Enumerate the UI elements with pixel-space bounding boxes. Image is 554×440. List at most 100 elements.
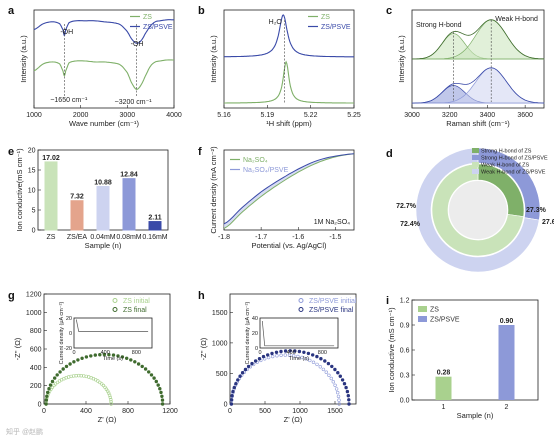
x-axis-label: Wave number (cm⁻¹) [69, 119, 139, 128]
annotation-oh-2: -OH [131, 41, 144, 48]
envelope-line [412, 67, 544, 104]
data-point-ZS-final [120, 355, 125, 359]
bar-value-label: 17.02 [42, 155, 60, 162]
data-point-ZS-PSVE-final [293, 349, 297, 353]
y-axis-label: Ion conductive(mS cm⁻¹) [15, 148, 24, 232]
data-point-ZS-initial [52, 383, 56, 388]
panel-i: i 0.0 0.3 0.6 0.9 1.2 Ion conductive (mS cm⁻¹)… [386, 295, 539, 420]
y-axis-label: Intensity (a.u.) [209, 35, 218, 83]
data-point-ZS-initial [109, 402, 113, 406]
panel-label: a [8, 5, 15, 17]
panel-h: h 0 500 1000 1500 0 500 1000 1500 Z' (Ω) -Z'' (Ω) Z… [198, 290, 357, 424]
x-tick-label: -1.5 [329, 234, 341, 241]
data-point-ZS-final [84, 355, 89, 359]
data-point-ZS-PSVE-final [302, 350, 306, 354]
ring-slice-ZS-1 [431, 163, 524, 257]
y-tick-label: 20 [28, 148, 36, 155]
data-point-ZS-final [102, 352, 107, 357]
bar-sample-2 [498, 325, 515, 400]
y-tick-label: 800 [30, 328, 42, 335]
data-point-ZS-PSVE-final [232, 385, 237, 390]
legend-swatch [472, 155, 479, 160]
x-axis-label: Potential (vs. Ag/AgCl) [251, 241, 327, 250]
y-tick-label: 500 [216, 371, 228, 378]
x-tick-label: -1.6 [292, 234, 304, 241]
inset-x-tick: 400 [287, 350, 296, 356]
area-ZS/PSVE weak H-bond [412, 67, 545, 104]
inset-x-tick: 400 [101, 350, 110, 356]
y-tick-label: 1500 [212, 310, 228, 317]
legend-entry: Weak H-bond of ZS [481, 163, 530, 169]
data-point-ZS-initial [108, 395, 113, 400]
legend-entry: Strong H-bond of ZS/PSVE [481, 156, 548, 162]
data-point-ZS-final [140, 364, 144, 369]
x-tick-label: -1.7 [255, 234, 267, 241]
data-point-ZS-PSVE-final [261, 354, 266, 359]
legend-marker [298, 307, 304, 312]
panel-b: b 5.16 5.19 5.22 5.25 ¹H shift (ppm) Intensity… [198, 5, 361, 128]
series-line-ZS/PSVE [33, 19, 174, 44]
y-tick-label: 1.2 [400, 298, 410, 305]
bar-value-label: 2.11 [148, 215, 161, 222]
bar-value-label: 10.88 [94, 179, 112, 186]
panel-e: e 0 5 10 15 20 Ion conductive(mS cm⁻¹) Sample (… [8, 146, 169, 250]
x-axis-label: Sample (n) [457, 411, 494, 420]
data-point-ZS-PSVE-initial [287, 353, 292, 357]
legend-entry: ZS final [123, 307, 147, 314]
legend-entry: ZS/PSVE [143, 24, 173, 31]
bar-0.04mM [96, 185, 110, 231]
bar-value-label: 0.90 [500, 318, 514, 325]
panel-c: c 3000 3200 3400 3600 Raman shift (cm⁻¹) Inten… [386, 5, 545, 128]
data-point-ZS-PSVE-initial [308, 358, 312, 363]
data-point-ZS-PSVE-initial [292, 354, 296, 358]
data-point-ZS-PSVE-initial [331, 380, 335, 384]
x-axis-label: Sample (n) [85, 241, 122, 250]
data-point-ZS-PSVE-final [326, 361, 331, 366]
data-point-ZS-final [48, 383, 53, 387]
data-point-ZS-final [143, 367, 148, 371]
data-point-ZS-PSVE-final [346, 394, 350, 398]
inset-x-label: Time (s) [103, 356, 123, 362]
data-point-ZS-PSVE-final [288, 349, 292, 353]
data-point-ZS-PSVE-final [340, 378, 345, 382]
data-point-ZS-PSVE-final [266, 353, 270, 357]
data-point-ZS-PSVE-final [257, 357, 262, 361]
panel-a: a 1000 2000 3000 4000 Wave number (cm⁻¹) Inten… [8, 5, 182, 128]
ring-slice-label: 27.6% [542, 219, 554, 226]
data-point-ZS-initial [109, 397, 113, 402]
data-point-ZS-PSVE-final [315, 354, 319, 359]
data-point-ZS-final [160, 394, 164, 398]
data-point-ZS-final [89, 354, 93, 358]
data-point-ZS-PSVE-final [344, 385, 348, 390]
data-point-ZS-final [45, 394, 49, 398]
panel-label: i [386, 295, 389, 307]
axes-frame [223, 149, 355, 231]
bar-value-label: 7.32 [70, 194, 84, 201]
data-point-ZS-PSVE-final [323, 359, 327, 363]
data-point-ZS-final [61, 367, 65, 371]
legend-entry: Strong H-bond of ZS [481, 149, 532, 155]
data-point-ZS-final [44, 398, 48, 402]
legend-entry: ZS/PSVE [321, 24, 351, 31]
annotation-3200: ~3200 cm⁻¹ [115, 99, 153, 106]
bar-ZS [44, 161, 58, 231]
data-point-ZS-final [47, 387, 51, 391]
axes-frame [229, 293, 357, 405]
data-point-ZS-PSVE-final [270, 351, 274, 356]
data-point-ZS-PSVE-initial [271, 354, 275, 359]
legend-entry: ZS/PSVE initial [309, 298, 357, 305]
data-point-ZS-PSVE-initial [315, 362, 319, 367]
data-point-ZS-final [80, 356, 84, 360]
data-point-ZS-PSVE-final [236, 378, 240, 382]
y-tick-label: 15 [28, 168, 36, 175]
inset-line [75, 319, 149, 332]
data-point-ZS-final [72, 360, 76, 364]
bar-value-label: 0.28 [437, 370, 451, 377]
x-tick-label: 1200 [162, 408, 178, 415]
data-point-ZS-initial [109, 400, 113, 404]
axes-frame [33, 9, 175, 109]
inset-x-tick: 0 [258, 350, 261, 356]
series-line-Na2SO4 [223, 153, 355, 229]
data-point-ZS-PSVE-initial [279, 353, 283, 357]
data-point-ZS-final [93, 353, 98, 357]
